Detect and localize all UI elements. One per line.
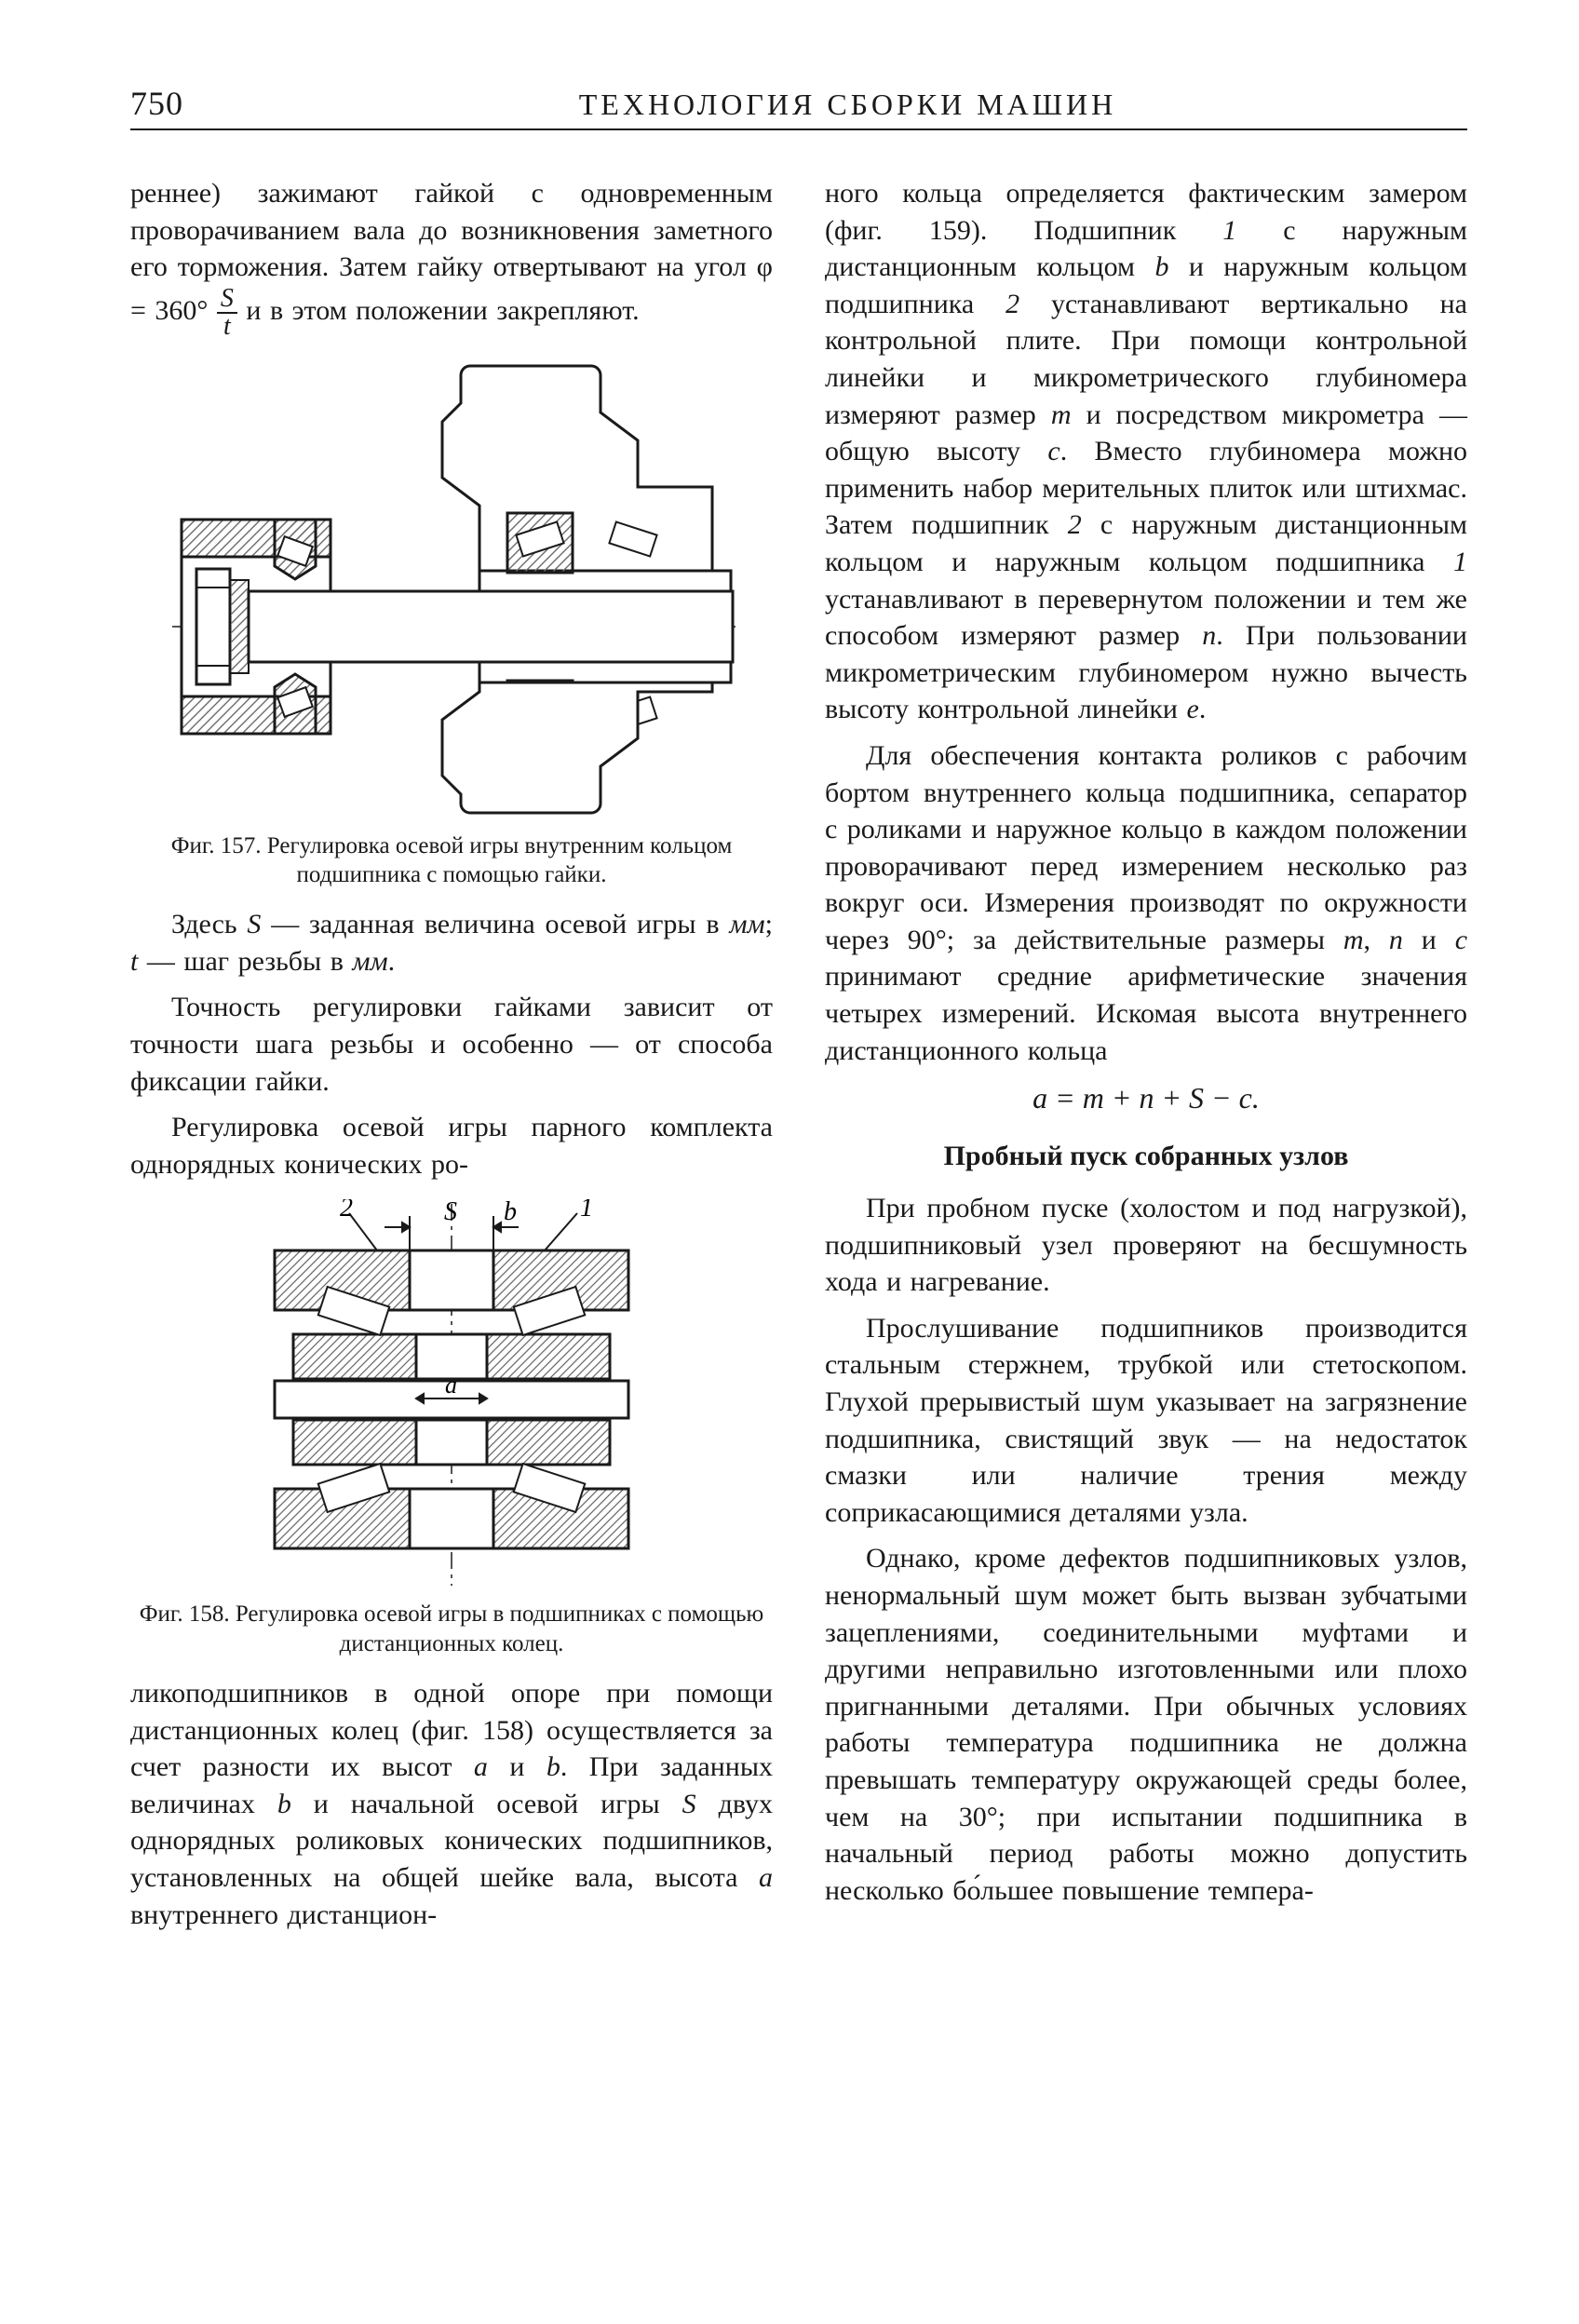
- text: Для обеспечения контакта роликов с рабоч…: [825, 740, 1467, 955]
- page: 750 ТЕХНОЛОГИЯ СБОРКИ МАШИН реннее) зажи…: [0, 0, 1579, 2324]
- text: .: [1199, 694, 1207, 724]
- text: Здесь: [171, 909, 247, 939]
- para-l4: Регулировка осевой игры парного комплект…: [130, 1109, 773, 1182]
- unit-mm: мм: [729, 909, 764, 939]
- para-r2: Для обеспечения контакта роликов с рабоч…: [825, 737, 1467, 1069]
- fig158-label-a: a: [445, 1371, 457, 1398]
- ref-1: 1: [1222, 215, 1236, 246]
- figure-157-caption: Фиг. 157. Регулировка осевой игры внутре…: [130, 831, 773, 890]
- page-header: 750 ТЕХНОЛОГИЯ СБОРКИ МАШИН: [130, 84, 1467, 130]
- var-a: a: [759, 1862, 773, 1893]
- fraction-S-over-t: St: [217, 286, 237, 340]
- para-r5: Однако, кроме дефектов подшипниковых узл…: [825, 1540, 1467, 1909]
- var-e: e: [1187, 694, 1199, 724]
- text: — заданная величина осевой игры в: [261, 909, 729, 939]
- var-S: S: [247, 909, 261, 939]
- text: внутреннего дистанцион-: [130, 1899, 437, 1930]
- para-l5: ликоподшипников в одной опоре при помощи…: [130, 1675, 773, 1933]
- unit-mm: мм: [352, 946, 387, 977]
- page-number: 750: [130, 84, 183, 123]
- columns: реннее) зажимают гайкой с одновременным …: [130, 175, 1467, 2240]
- para-l1: реннее) зажимают гайкой с одновременным …: [130, 175, 773, 340]
- ref-1: 1: [1453, 547, 1467, 577]
- figure-158: 2 S b 1 a Фиг. 158. Регулировка осевой и…: [130, 1199, 773, 1658]
- text: .: [388, 946, 396, 977]
- para-l3: Точность регулировки гайками зависит от …: [130, 989, 773, 1100]
- text: и: [488, 1751, 547, 1782]
- var-m: m: [1343, 925, 1364, 955]
- formula-a: a = m + n + S − c.: [825, 1078, 1467, 1117]
- para-l2: Здесь S — заданная величина осевой игры …: [130, 906, 773, 980]
- para-r1: ного кольца определяется фактическим зам…: [825, 175, 1467, 728]
- text: ,: [1364, 925, 1389, 955]
- var-b: b: [277, 1789, 291, 1819]
- var-b: b: [1154, 251, 1168, 282]
- fraction-num: S: [217, 286, 237, 314]
- para-r4: Прослушивание подшипников производится с…: [825, 1310, 1467, 1532]
- ref-2: 2: [1005, 289, 1019, 319]
- text: и: [1403, 925, 1455, 955]
- right-column: ного кольца определяется фактическим зам…: [825, 175, 1467, 2240]
- fraction-den: t: [217, 314, 237, 340]
- var-a: a: [474, 1751, 488, 1782]
- fig158-label-b: b: [504, 1199, 517, 1226]
- var-n: n: [1389, 925, 1403, 955]
- text: ;: [765, 909, 773, 939]
- left-column: реннее) зажимают гайкой с одновременным …: [130, 175, 773, 2240]
- fig158-label-S: S: [444, 1199, 457, 1226]
- text: принимают средние арифметические значени…: [825, 961, 1467, 1065]
- text: и начальной осевой игры: [291, 1789, 682, 1819]
- var-b: b: [547, 1751, 560, 1782]
- var-S: S: [682, 1789, 696, 1819]
- fig158-label-2: 2: [340, 1199, 353, 1223]
- text: и в этом положении закрепляют.: [237, 295, 640, 326]
- var-n: n: [1202, 620, 1216, 651]
- para-r3: При пробном пуске (холостом и под нагруз…: [825, 1190, 1467, 1301]
- spacer-rings-drawing-icon: 2 S b 1 a: [209, 1199, 694, 1590]
- figure-157: Фиг. 157. Регулировка осевой игры внутре…: [130, 357, 773, 890]
- bearing-adjustment-drawing-icon: [163, 357, 740, 822]
- var-m: m: [1051, 399, 1072, 430]
- var-c: c: [1455, 925, 1467, 955]
- running-head: ТЕХНОЛОГИЯ СБОРКИ МАШИН: [228, 88, 1467, 122]
- ref-2: 2: [1068, 509, 1082, 540]
- text: — шаг резьбы в: [138, 946, 352, 977]
- var-c: c: [1047, 436, 1059, 466]
- fig158-label-1: 1: [580, 1199, 593, 1223]
- subheading: Пробный пуск собранных узлов: [825, 1138, 1467, 1175]
- figure-158-caption: Фиг. 158. Регулировка осевой игры в подш…: [130, 1600, 773, 1658]
